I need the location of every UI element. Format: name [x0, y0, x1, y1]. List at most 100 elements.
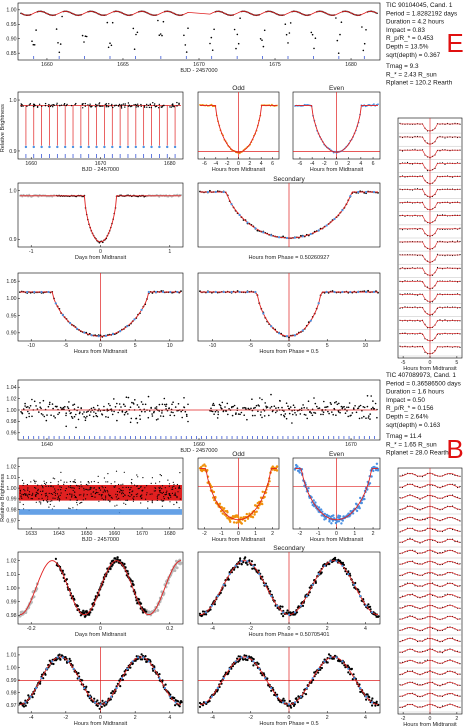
data-point-B	[176, 496, 178, 498]
data-point-B	[69, 486, 71, 489]
secondary-panel-binned-point-B	[270, 594, 273, 598]
data-point-B	[163, 498, 165, 500]
stellar-param-E: R_* = 2.43 R_sun	[386, 71, 437, 78]
individual-point-E	[401, 150, 404, 152]
data-point-B	[74, 479, 76, 481]
even-panel-x-B-tick-label: 0	[335, 531, 338, 537]
data-point-B	[122, 486, 124, 489]
even-panel-point-B	[376, 469, 380, 472]
odd-panel-point-B	[263, 495, 266, 499]
full-lc-x-E-tick-label: 1680	[345, 62, 357, 68]
data-point-B	[161, 492, 163, 494]
data-point-B	[120, 406, 122, 408]
secondary-panel-point-E	[256, 229, 259, 232]
phase-half-panel-point-B	[295, 697, 298, 700]
data-point-B	[156, 499, 158, 501]
secondary-panel-point-B	[357, 588, 360, 591]
zoom-panel-point-B	[22, 705, 26, 708]
folded-panel-x-E-tick-label: 1	[168, 249, 171, 255]
data-point-B	[25, 416, 28, 419]
candidate-param-B: sqrt(depth) = 0.163	[386, 422, 441, 429]
phase-half-panel-binned-point-E	[222, 290, 225, 294]
data-point-B	[75, 413, 77, 416]
data-point-B	[47, 498, 49, 500]
data-point-B	[55, 492, 57, 494]
data-point-B	[75, 426, 77, 429]
data-point-B	[107, 403, 110, 405]
secondary-panel-point-B	[227, 578, 230, 581]
data-point-E	[310, 31, 313, 34]
data-point-B	[133, 484, 136, 486]
data-point-B	[28, 412, 30, 415]
data-point-B	[326, 405, 329, 408]
individual-model-B	[399, 637, 461, 642]
phase-half-panel-x-B-tick-label: -2	[248, 715, 253, 721]
data-point-B	[266, 406, 269, 408]
data-point-B	[342, 406, 344, 409]
data-point-E	[149, 104, 151, 106]
data-point-B	[54, 417, 56, 419]
zoom-panel-x-E-tick-label: 0	[99, 343, 102, 349]
secondary-panel-point-B	[347, 570, 350, 573]
candidate-letter-B: B	[446, 434, 463, 464]
data-point-B	[68, 401, 70, 403]
data-point-E	[236, 33, 239, 36]
secondary-panel-point-B	[314, 581, 317, 585]
data-point-B	[71, 496, 73, 498]
data-point-B	[263, 415, 266, 417]
individual-model-B	[399, 604, 461, 609]
zoom-panel-point-B	[39, 682, 42, 685]
individual-model-B	[399, 659, 461, 664]
odd-panel-point-B	[237, 515, 240, 519]
data-point-E	[63, 104, 65, 106]
data-point-B	[145, 494, 148, 496]
secondary-panel-point-B	[242, 561, 245, 564]
data-point-E	[161, 34, 163, 37]
data-point-B	[180, 410, 182, 413]
secondary-panel-point-B	[340, 561, 343, 564]
odd-panel-point-B	[212, 490, 216, 494]
data-point-B	[36, 408, 39, 410]
odd-panel-x-B-tick-label: -2	[202, 531, 207, 537]
data-point-B	[44, 482, 46, 484]
data-point-B	[148, 410, 151, 412]
data-point-E	[89, 105, 91, 107]
even-panel-point-B	[357, 505, 361, 508]
data-point-B	[187, 420, 189, 423]
data-point-E	[146, 106, 148, 108]
zoom-panel-point-B	[109, 698, 112, 701]
data-point-B	[101, 414, 104, 416]
data-point-B	[93, 480, 95, 483]
data-point-B	[104, 491, 106, 493]
data-point-B	[367, 417, 370, 419]
data-point-B	[228, 408, 230, 410]
data-point-B	[154, 407, 156, 409]
data-point-B	[146, 485, 148, 487]
data-point-E	[210, 36, 213, 39]
data-point-B	[59, 406, 62, 409]
individual-model-E	[400, 123, 460, 132]
candidate-letter-E: E	[446, 28, 463, 58]
phase-half-panel-point-B	[283, 699, 286, 702]
data-point-B	[132, 497, 134, 499]
even-panel-xlabel-B: Hours from Midtransit	[310, 537, 364, 543]
data-point-B	[346, 406, 348, 409]
zoom-panel-point-B	[178, 705, 181, 708]
data-point-B	[164, 487, 166, 489]
data-point-B	[285, 417, 288, 420]
odd-panel-point-B	[232, 521, 236, 524]
individual-point-E	[406, 201, 409, 203]
zoom-panel-point-B	[174, 704, 177, 707]
data-point-B	[144, 487, 146, 489]
data-point-B	[49, 485, 52, 487]
phase-half-panel-x-E-tick-label: -5	[248, 343, 253, 349]
zoom-panel-x-E-tick-label: 10	[167, 343, 173, 349]
data-point-B	[155, 406, 158, 408]
individual-point-B	[454, 484, 456, 486]
data-point-B	[150, 406, 152, 409]
data-point-B	[107, 416, 109, 419]
phase-half-panel-binned-point-B	[240, 656, 243, 659]
data-point-B	[347, 406, 350, 409]
phase-half-panel-point-B	[252, 658, 255, 661]
